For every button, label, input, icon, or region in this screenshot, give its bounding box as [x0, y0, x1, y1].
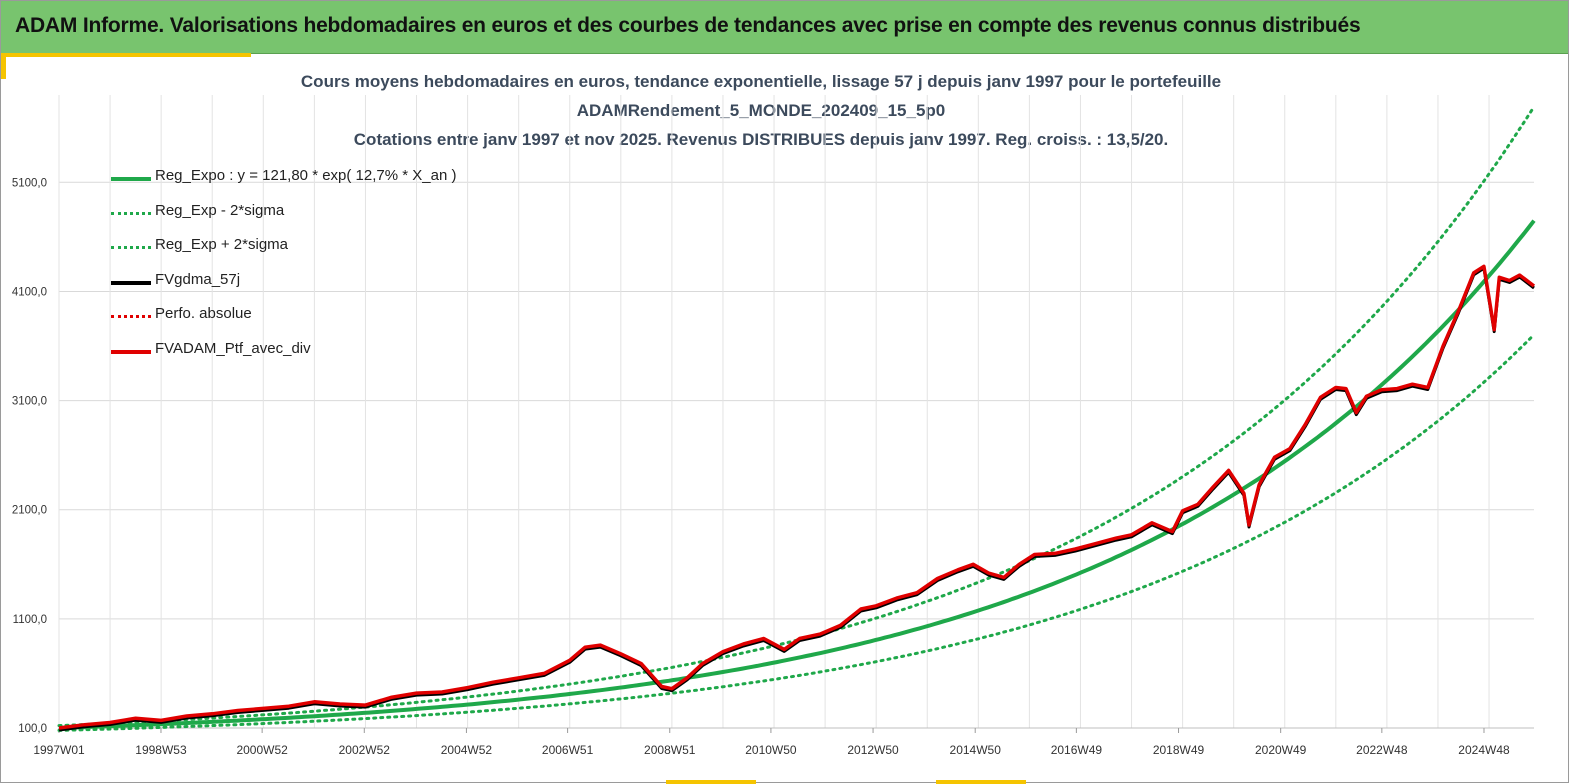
y-tick-label: 100,0 — [18, 723, 47, 735]
series-reg-expo — [58, 219, 1536, 730]
legend-swatch — [111, 315, 151, 318]
y-tick-label: 4100,0 — [12, 286, 47, 298]
accent-bottom-marker — [666, 780, 756, 784]
x-tick-label: 1998W53 — [135, 743, 187, 757]
legend-label: Reg_Expo : y = 121,80 * exp( 12,7% * X_a… — [155, 167, 457, 184]
y-tick-label: 1100,0 — [13, 614, 47, 626]
legend-label: Reg_Exp + 2*sigma — [155, 236, 288, 253]
accent-bar — [1, 53, 251, 57]
series-lines — [57, 105, 1536, 732]
legend-swatch — [111, 246, 151, 249]
legend-label: FVgdma_57j — [155, 270, 241, 288]
report-title: ADAM Informe. Valorisations hebdomadaire… — [15, 14, 1361, 37]
x-tick-label: 2006W51 — [542, 743, 594, 757]
series-fvgdma-57j — [58, 266, 1535, 732]
report-header: ADAM Informe. Valorisations hebdomadaire… — [1, 1, 1568, 54]
x-tick-label: 2016W49 — [1051, 743, 1103, 757]
y-tick-label: 3100,0 — [12, 396, 47, 408]
accent-bottom-marker — [936, 780, 1026, 784]
legend-swatch — [111, 177, 151, 181]
x-tick-label: 1997W01 — [33, 743, 85, 757]
legend-swatch — [111, 211, 151, 215]
y-axis: 100,0 1100,0 2100,0 3100,0 4100,0 5100,0 — [12, 177, 47, 735]
x-tick-label: 2012W50 — [847, 743, 899, 757]
series-reg-exp-minus-2sigma — [57, 333, 1536, 732]
legend-swatch — [111, 280, 151, 285]
y-tick-label: 2100,0 — [12, 505, 47, 517]
y-tick-label: 5100,0 — [12, 177, 47, 189]
x-tick-label: 2014W50 — [950, 743, 1002, 757]
chart-title-line-2: ADAMRendement_5_MONDE_202409_15_5p0 — [576, 101, 946, 120]
legend-label: FVADAM_Ptf_avec_div — [155, 339, 311, 357]
legend-label: Perfo. absolue — [155, 305, 252, 322]
x-tick-label: 2022W48 — [1356, 743, 1408, 757]
x-axis: 1997W01 1998W53 2000W52 2002W52 2004W52 2006W… — [33, 727, 1534, 757]
x-tick-label: 2000W52 — [236, 743, 288, 757]
x-tick-label: 2010W50 — [745, 743, 797, 757]
x-tick-label: 2024W48 — [1458, 743, 1510, 757]
x-tick-label: 2004W52 — [441, 743, 493, 757]
grid-lines — [58, 95, 1534, 729]
x-tick-label: 2018W49 — [1153, 743, 1205, 757]
legend-label: Reg_Exp - 2*sigma — [155, 201, 285, 219]
x-tick-label: 2002W52 — [339, 743, 391, 757]
legend-swatch — [111, 349, 151, 354]
chart-title-line-3: Cotations entre janv 1997 et nov 2025. R… — [353, 130, 1169, 149]
series-fvadam-ptf — [58, 264, 1536, 730]
accent-left-marker — [1, 53, 6, 79]
x-tick-label: 2020W49 — [1255, 743, 1307, 757]
chart-title-line-1: Cours moyens hebdomadaires en euros, ten… — [300, 72, 1222, 91]
x-tick-label: 2008W51 — [644, 743, 696, 757]
